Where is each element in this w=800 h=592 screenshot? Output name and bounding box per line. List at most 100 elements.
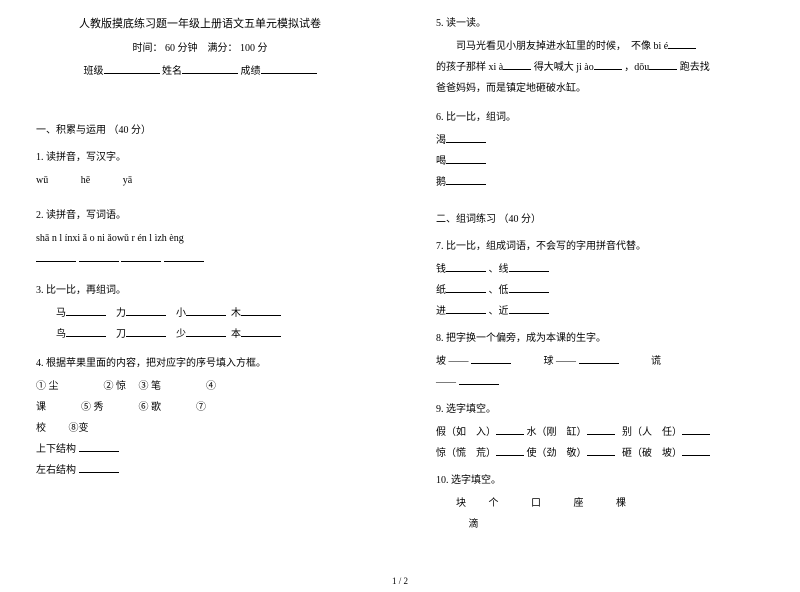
q7-c1: 进 (436, 306, 446, 317)
left-column: 人教版摸底练习题一年级上册语文五单元模拟试卷 时间： 60 分钟 满分： 100… (0, 14, 400, 570)
time-value: 60 分钟 (165, 43, 198, 54)
q5-line1: 司马光看见小朋友掉进水缸里的时候， 不像 bi é (436, 37, 764, 56)
q3-b1: 鸟 (56, 329, 66, 340)
q4-i3: ③ 笔 (139, 381, 162, 392)
q1-title: 1. 读拼音，写汉字。 (36, 148, 364, 167)
q4-i8: ⑦ (196, 402, 206, 413)
q10-w1: 块 (456, 498, 466, 509)
q1-p3: yā (123, 175, 132, 186)
q9-l1c: 别（人 任） (622, 427, 682, 438)
q5-tb3: ，dōu (624, 62, 649, 73)
time-label: 时间： (133, 43, 163, 54)
q3-a2: 力 (116, 308, 126, 319)
q6-c: 鹅 (436, 173, 764, 192)
q4-r1: ① 尘 ② 惊 ③ 笔 ④ (36, 377, 364, 396)
q3-b2: 刀 (116, 329, 126, 340)
q4-i7: ⑥ 歌 (139, 402, 162, 413)
q3-row2: 鸟 刀 少 本 (36, 325, 364, 344)
q5-tb4: 跑去找 (680, 62, 710, 73)
section-1: 一、积累与运用 （40 分） (36, 121, 364, 140)
q6-b: 喝 (436, 152, 764, 171)
score-label: 成绩 (241, 66, 261, 77)
q5-ta: 司马光看见小朋友掉进水缸里的时候， 不像 bi é (456, 41, 668, 52)
q2-title: 2. 读拼音，写词语。 (36, 206, 364, 225)
time-row: 时间： 60 分钟 满分： 100 分 (36, 39, 364, 58)
full-value: 100 分 (240, 43, 268, 54)
q4-r3: 校 ⑧变 (36, 419, 364, 438)
q10-w4: 座 (574, 498, 584, 509)
q1-p2: hē (81, 175, 90, 186)
q9-l2a: 惊（慌 荒） (436, 448, 496, 459)
q6-a: 渴 (436, 131, 764, 150)
q10-w2: 个 (489, 498, 499, 509)
q4-i9: 校 (36, 423, 46, 434)
q9-l2b: 使（劲 敬） (527, 448, 587, 459)
class-label: 班级 (84, 66, 104, 77)
q4-title: 4. 根据苹果里面的内容，把对应字的序号填入方框。 (36, 354, 364, 373)
page-number: 1 / 2 (0, 576, 800, 586)
q10-w6: 滴 (469, 519, 479, 530)
full-label: 满分： (208, 43, 238, 54)
q7-a2: 、线 (489, 264, 509, 275)
q9-r2: 惊（慌 荒） 使（劲 敬） 砸（破 坡） (436, 444, 764, 463)
q3-b4: 本 (231, 329, 241, 340)
q9-r1: 假（如 入） 水（刚 缸） 别（人 任） (436, 423, 764, 442)
q5-line3: 爸爸妈妈，而是镇定地砸破水缸。 (436, 79, 764, 98)
q9-l2c: 砸（破 坡） (622, 448, 682, 459)
q8-row: 坡 —— 球 —— 谎 (436, 352, 764, 371)
name-label: 姓名 (162, 66, 182, 77)
q5-title: 5. 读一读。 (436, 14, 764, 33)
q8-b: 球 (544, 356, 554, 367)
q7-c2: 、近 (489, 306, 509, 317)
q2-pinyin: shā n l ínxi ǎ o ni ǎowǔ r én l ìzh èng (36, 229, 364, 248)
q4-r2: 课 ⑤ 秀 ⑥ 歌 ⑦ (36, 398, 364, 417)
q8-a: 坡 (436, 356, 446, 367)
q4-i2: ② 惊 (104, 381, 127, 392)
q3-title: 3. 比一比，再组词。 (36, 281, 364, 300)
right-column: 5. 读一读。 司马光看见小朋友掉进水缸里的时候， 不像 bi é 的孩子那样 … (400, 14, 800, 570)
q4-i1: ① 尘 (36, 381, 59, 392)
q4-u-label: 上下结构 (36, 444, 76, 455)
q6-title: 6. 比一比，组词。 (436, 108, 764, 127)
q7-r3: 进 、近 (436, 302, 764, 321)
q3-a1: 马 (56, 308, 66, 319)
doc-title: 人教版摸底练习题一年级上册语文五单元模拟试卷 (36, 14, 364, 35)
q5-tb: 的孩子那样 xi à (436, 62, 503, 73)
q9-l1a: 假（如 入） (436, 427, 496, 438)
q4-i10: ⑧变 (69, 423, 89, 434)
q7-b2: 、低 (489, 285, 509, 296)
q6-c-t: 鹅 (436, 177, 446, 188)
q10-w3: 口 (531, 498, 541, 509)
q3-b3: 少 (176, 329, 186, 340)
q6-b-t: 喝 (436, 156, 446, 167)
q4-l-label: 左右结构 (36, 465, 76, 476)
q10-title: 10. 选字填空。 (436, 471, 764, 490)
q8-c: 谎 (651, 356, 661, 367)
q4-i4: ④ (206, 381, 216, 392)
q4-i6: ⑤ 秀 (81, 402, 104, 413)
q3-a3: 小 (176, 308, 186, 319)
q7-r1: 钱 、线 (436, 260, 764, 279)
section-2: 二、组词练习 （40 分） (436, 210, 764, 229)
q10-r1: 块 个 口 座 棵 (436, 494, 764, 513)
q9-l1b: 水（刚 缸） (527, 427, 587, 438)
q7-r2: 纸 、低 (436, 281, 764, 300)
q6-a-t: 渴 (436, 135, 446, 146)
q1-pinyin: wū hē yā (36, 171, 364, 190)
q4-i5: 课 (36, 402, 46, 413)
q8-row2: —— (436, 373, 764, 392)
q7-a1: 钱 (436, 264, 446, 275)
q3-row1: 马 力 小 木 (36, 304, 364, 323)
q3-a4: 木 (231, 308, 241, 319)
q9-title: 9. 选字填空。 (436, 400, 764, 419)
q5-line2: 的孩子那样 xi à 得大喊大 ji ào ，dōu 跑去找 (436, 58, 764, 77)
q5-tb2: 得大喊大 ji ào (534, 62, 594, 73)
q7-b1: 纸 (436, 285, 446, 296)
q10-r2: 滴 (436, 515, 764, 534)
q2-blanks (36, 250, 364, 269)
q1-p1: wū (36, 175, 48, 186)
q8-title: 8. 把字换一个偏旁，成为本课的生字。 (436, 329, 764, 348)
q10-w5: 棵 (616, 498, 626, 509)
q4-u: 上下结构 (36, 440, 364, 459)
q4-l: 左右结构 (36, 461, 364, 480)
